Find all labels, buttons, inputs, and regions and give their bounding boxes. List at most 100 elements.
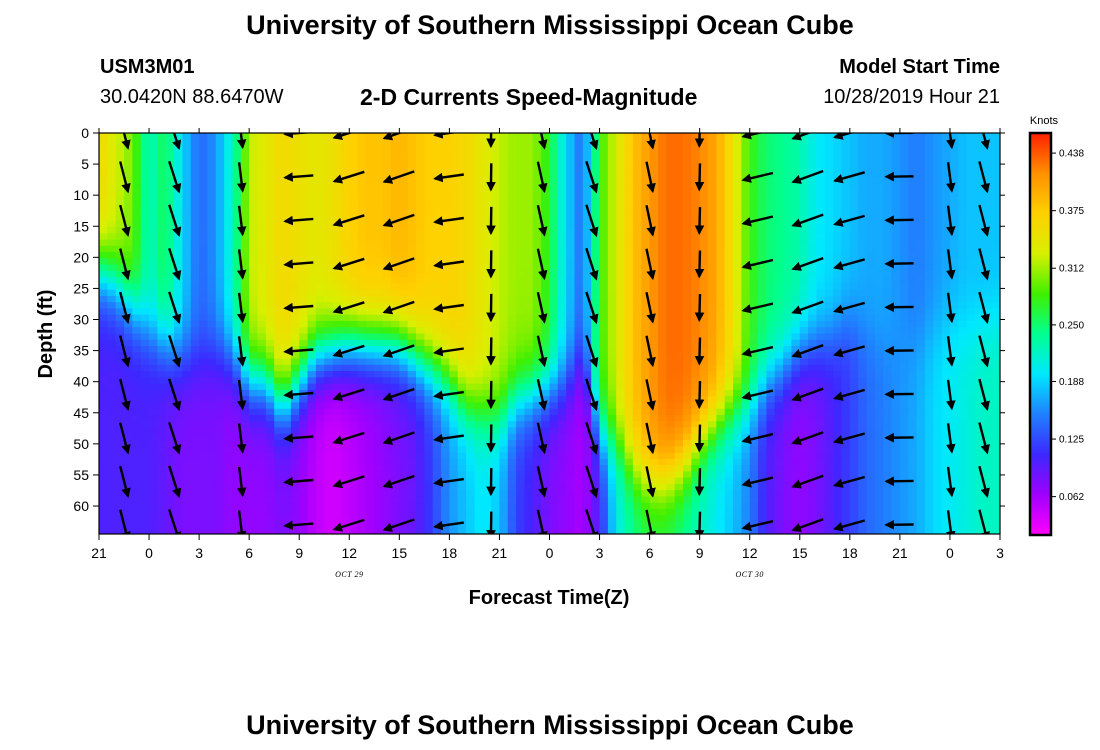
heatmap-cell xyxy=(115,396,125,404)
heatmap-cell xyxy=(491,277,501,284)
heatmap-cell xyxy=(432,414,442,422)
heatmap-cell xyxy=(574,258,584,266)
heatmap-cell xyxy=(365,239,375,247)
heatmap-cell xyxy=(249,471,259,479)
heatmap-cell xyxy=(182,239,192,247)
heatmap-cell xyxy=(591,483,601,491)
heatmap-cell xyxy=(182,295,192,303)
heatmap-cell xyxy=(557,189,567,197)
heatmap-cell xyxy=(182,283,192,291)
heatmap-cell xyxy=(132,176,142,184)
heatmap-cell xyxy=(349,515,359,523)
heatmap-cell xyxy=(674,133,684,140)
heatmap-cell xyxy=(733,320,742,328)
heatmap-cell xyxy=(549,396,559,404)
heatmap-cell xyxy=(207,396,217,404)
heatmap-cell xyxy=(666,527,676,534)
heatmap-cell xyxy=(649,320,659,328)
heatmap-cell xyxy=(274,208,284,216)
heatmap-cell xyxy=(340,176,350,184)
heatmap-cell xyxy=(182,252,192,259)
heatmap-cell xyxy=(449,364,459,372)
heatmap-cell xyxy=(265,320,275,328)
heatmap-cell xyxy=(566,371,576,378)
heatmap-cell xyxy=(274,508,284,516)
heatmap-cell xyxy=(382,151,392,159)
heatmap-cell xyxy=(682,189,692,197)
heatmap-cell xyxy=(499,389,509,397)
heatmap-cell xyxy=(699,477,709,485)
heatmap-cell xyxy=(441,333,450,341)
heatmap-cell xyxy=(641,446,651,454)
heatmap-cell xyxy=(541,208,551,216)
heatmap-cell xyxy=(382,208,392,216)
heatmap-cell xyxy=(199,502,209,510)
heatmap-cell xyxy=(249,465,259,472)
model-start-label: Model Start Time xyxy=(839,56,1000,78)
heatmap-cell xyxy=(724,151,734,159)
heatmap-cell xyxy=(149,402,158,410)
heatmap-cell xyxy=(124,490,133,498)
heatmap-cell xyxy=(449,502,459,510)
heatmap-cell xyxy=(499,358,509,366)
heatmap-cell xyxy=(282,151,292,159)
heatmap-cell xyxy=(107,440,117,447)
heatmap-cell xyxy=(240,346,250,353)
heatmap-cell xyxy=(666,320,676,328)
heatmap-cell xyxy=(708,371,717,378)
heatmap-cell xyxy=(666,314,676,322)
heatmap-cell xyxy=(174,477,184,485)
heatmap-cell xyxy=(174,158,184,165)
heatmap-cell xyxy=(282,327,292,335)
heatmap-cell xyxy=(332,139,342,147)
heatmap-cell xyxy=(199,389,209,397)
heatmap-cell xyxy=(607,346,617,353)
heatmap-cell xyxy=(390,283,400,291)
heatmap-cell xyxy=(424,496,434,504)
heatmap-cell xyxy=(632,371,642,378)
heatmap-cell xyxy=(324,427,334,435)
heatmap-cell xyxy=(207,383,217,391)
heatmap-cell xyxy=(424,176,434,184)
heatmap-cell xyxy=(224,139,234,147)
heatmap-cell xyxy=(516,333,526,341)
heatmap-cell xyxy=(741,158,751,165)
heatmap-cell xyxy=(682,521,692,529)
heatmap-cell xyxy=(666,220,676,228)
heatmap-cell xyxy=(157,452,167,460)
heatmap-cell xyxy=(99,421,108,429)
heatmap-cell xyxy=(607,440,617,447)
heatmap-cell xyxy=(324,452,334,460)
heatmap-cell xyxy=(382,471,392,479)
heatmap-cell xyxy=(482,371,492,378)
heatmap-cell xyxy=(716,239,726,247)
heatmap-cell xyxy=(682,320,692,328)
heatmap-cell xyxy=(232,208,242,216)
heatmap-cell xyxy=(424,358,434,366)
heatmap-cell xyxy=(207,252,217,259)
heatmap-cell xyxy=(165,408,175,416)
heatmap-cell xyxy=(365,264,375,272)
heatmap-cell xyxy=(449,383,459,391)
heatmap-cell xyxy=(616,270,626,278)
heatmap-cell xyxy=(407,164,417,172)
heatmap-cell xyxy=(624,277,634,284)
heatmap-cell xyxy=(632,164,642,172)
heatmap-cell xyxy=(691,189,701,197)
heatmap-cell xyxy=(632,346,642,353)
heatmap-cell xyxy=(466,364,476,372)
heatmap-cell xyxy=(733,402,742,410)
heatmap-cell xyxy=(324,295,334,303)
heatmap-cell xyxy=(599,233,609,241)
heatmap-cell xyxy=(524,295,534,303)
heatmap-cell xyxy=(691,377,701,385)
heatmap-cell xyxy=(265,414,275,422)
heatmap-cell xyxy=(733,226,742,234)
heatmap-cell xyxy=(190,452,200,460)
heatmap-cell xyxy=(674,245,684,253)
heatmap-cell xyxy=(157,371,167,378)
heatmap-cell xyxy=(249,176,259,184)
heatmap-cell xyxy=(99,327,108,335)
heatmap-cell xyxy=(307,515,317,523)
heatmap-cell xyxy=(390,383,400,391)
